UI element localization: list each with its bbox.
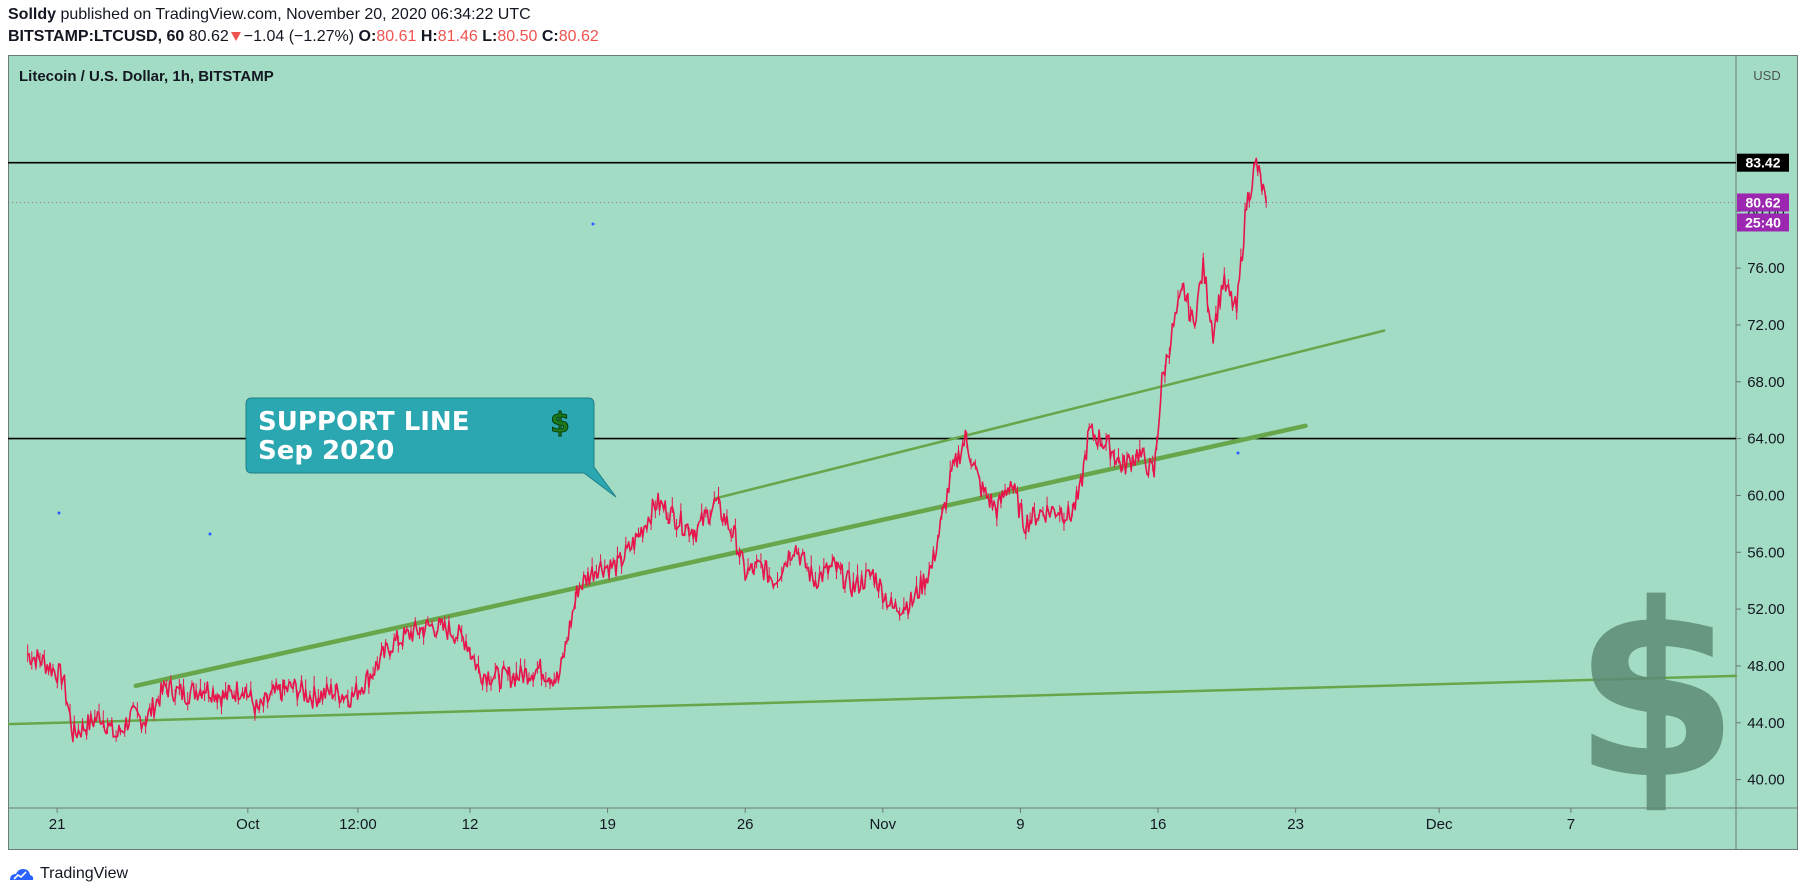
x-tick-label: 16 [1150,816,1167,833]
price-tag-box [1737,213,1789,232]
x-tick-label: 26 [737,816,754,833]
y-tick-label: 76.00 [1747,260,1785,277]
x-tick-label: Dec [1426,816,1453,833]
open-label: O: [358,28,377,45]
symbol-label: BITSTAMP:LTCUSD, 60 [8,28,185,45]
publish-text: published on TradingView.com, November 2… [60,6,531,23]
tradingview-brand[interactable]: TradingView [40,865,129,882]
x-tick-label: Oct [236,816,260,833]
price-tag-box [1737,193,1789,212]
tradingview-logo-icon[interactable] [8,866,34,882]
y-tick-label: 60.00 [1747,487,1785,504]
trendline[interactable] [8,674,1738,726]
footer: TradingView [8,862,128,886]
x-tick-label: 12 [462,816,479,833]
x-tick-label: 9 [1016,816,1024,833]
price-tag-label: 83.42 [1745,155,1780,171]
dollar-icon: $ [550,406,570,440]
close-value: 80.62 [558,28,599,45]
marker-dot [57,511,61,515]
price-down-arrow-icon [230,32,241,41]
chart-title: Litecoin / U.S. Dollar, 1h, BITSTAMP [19,68,274,85]
dollar-watermark-icon: $ [1573,552,1740,832]
callout-bubble [245,397,617,498]
trendline[interactable] [714,329,1386,500]
marker-dot [208,532,212,536]
price-tags: 83.42 80.62 25:40 [1737,153,1789,232]
price-chart[interactable]: Litecoin / U.S. Dollar, 1h, BITSTAMP USD… [8,55,1798,850]
currency-label: USD [1753,68,1780,83]
x-tick-label: 21 [49,816,66,833]
low-value: 80.50 [497,28,538,45]
close-label: C: [541,28,559,45]
y-tick-label: 44.00 [1747,715,1785,732]
last-price: 80.62 [188,28,229,45]
author-name[interactable]: Solldy [8,6,57,23]
x-tick-label: Nov [869,816,896,833]
callout-subtitle: Sep 2020 [258,436,394,466]
trendline[interactable] [133,423,1308,689]
x-tick-label: 23 [1287,816,1304,833]
trendlines[interactable] [8,329,1738,726]
y-tick-label: 52.00 [1747,601,1785,618]
chart-frame [8,55,1798,850]
marker-dot [591,222,595,226]
publish-info: Solldy published on TradingView.com, Nov… [8,6,531,24]
support-line-callout[interactable]: SUPPORT LINE $ Sep 2020 [245,397,617,498]
price-change: −1.04 (−1.27%) [243,28,355,45]
open-value: 80.61 [376,28,417,45]
low-label: L: [482,28,498,45]
callout-title: SUPPORT LINE [258,407,469,437]
x-tick-label: 12:00 [339,816,377,833]
svg-text:$: $ [1573,552,1740,832]
marker-dot [1236,451,1240,455]
price-tag-label: 80.62 [1745,194,1780,210]
time-axis[interactable]: 21 Oct 12:00 12 19 26 Nov 9 16 23 Dec 7 [49,808,1575,833]
x-tick-label: 19 [599,816,616,833]
ohlc-bar: BITSTAMP:LTCUSD, 60 80.62 −1.04 (−1.27%) … [8,28,599,46]
y-tick-label: 40.00 [1747,772,1785,789]
price-series [27,157,1267,743]
price-tag-label: 25:40 [1745,214,1781,230]
svg-text:$: $ [550,406,569,439]
y-tick-label: 56.00 [1747,544,1785,561]
y-tick-label: 68.00 [1747,374,1785,391]
high-value: 81.46 [437,28,478,45]
y-tick-label: 64.00 [1747,431,1785,448]
y-tick-label: 72.00 [1747,317,1785,334]
y-tick-label: 48.00 [1747,658,1785,675]
price-axis[interactable]: 40.00 44.00 48.00 52.00 56.00 60.00 64.00 68.00… [1736,203,1785,789]
high-label: H: [420,28,438,45]
price-tag-box [1737,153,1789,172]
x-tick-label: 7 [1567,816,1575,833]
